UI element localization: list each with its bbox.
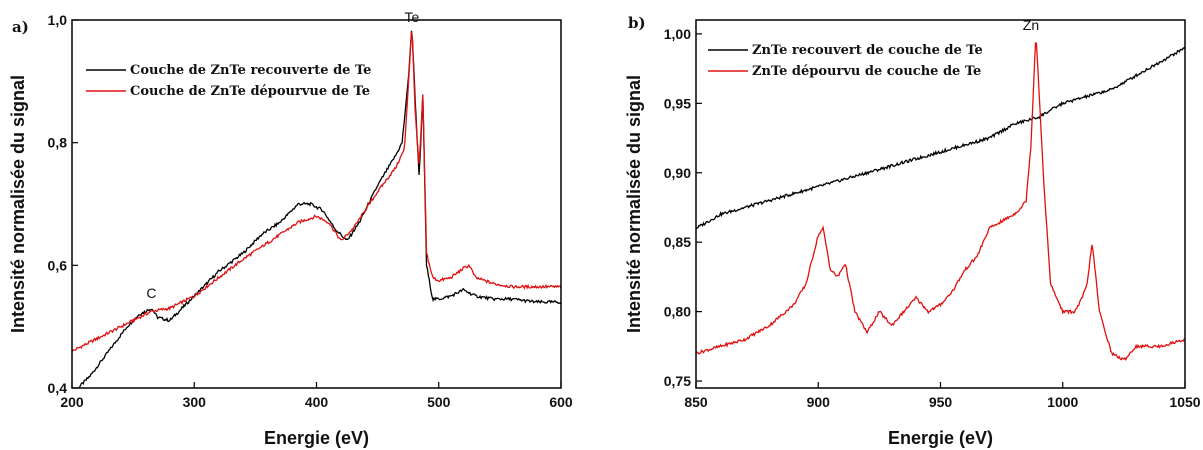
y-tick-label: 0,8	[48, 135, 68, 151]
chart-panel-1: 850 900 950 1000 1050 0,75 0,80 0,85 0,90 0,95 1,0…	[624, 14, 1201, 448]
y-tick-label: 0,80	[664, 304, 691, 320]
x-tick-label: 600	[549, 394, 573, 410]
series-line-0	[696, 46, 1185, 230]
legend-label: ZnTe dépourvu de couche de Te	[752, 64, 981, 79]
panel-label: b)	[628, 14, 646, 32]
x-tick-label: 850	[684, 394, 708, 410]
legend-label: Couche de ZnTe recouverte de Te	[130, 63, 371, 78]
y-tick-label: 0,90	[664, 165, 691, 181]
legend-label: Couche de ZnTe dépourvue de Te	[130, 84, 370, 99]
y-tick-label: 0,4	[48, 380, 68, 396]
y-axis-label: Intensité normalisée du signal	[8, 75, 28, 333]
x-axis-label: Energie (eV)	[888, 428, 993, 448]
y-tick-label: 0,6	[48, 257, 68, 273]
x-tick-label: 400	[305, 394, 329, 410]
y-tick-label: 0,85	[664, 234, 691, 250]
peak-annotation: Te	[404, 9, 419, 25]
x-tick-label: 200	[60, 394, 84, 410]
y-tick-label: 0,75	[664, 373, 691, 389]
legend-label: ZnTe recouvert de couche de Te	[752, 43, 983, 58]
series-line-1	[696, 41, 1185, 361]
chart-panel-0: 200 300 400 500 600 0,4 0,6 0,8 1,0 Energie (eV) I…	[8, 9, 573, 448]
x-tick-label: 950	[929, 394, 953, 410]
panel-label: a)	[12, 18, 29, 36]
series-line-1	[72, 31, 561, 353]
x-axis-label: Energie (eV)	[264, 428, 369, 448]
y-axis-label: Intensité normalisée du signal	[624, 75, 644, 333]
y-tick-label: 1,00	[664, 26, 691, 42]
x-tick-label: 500	[427, 394, 451, 410]
x-tick-label: 300	[183, 394, 207, 410]
x-tick-label: 1050	[1169, 394, 1200, 410]
x-tick-label: 1000	[1047, 394, 1078, 410]
y-tick-label: 0,95	[664, 95, 691, 111]
x-tick-label: 900	[807, 394, 831, 410]
peak-annotation: Zn	[1023, 17, 1039, 33]
peak-annotation: C	[146, 285, 156, 301]
y-tick-label: 1,0	[48, 12, 68, 28]
